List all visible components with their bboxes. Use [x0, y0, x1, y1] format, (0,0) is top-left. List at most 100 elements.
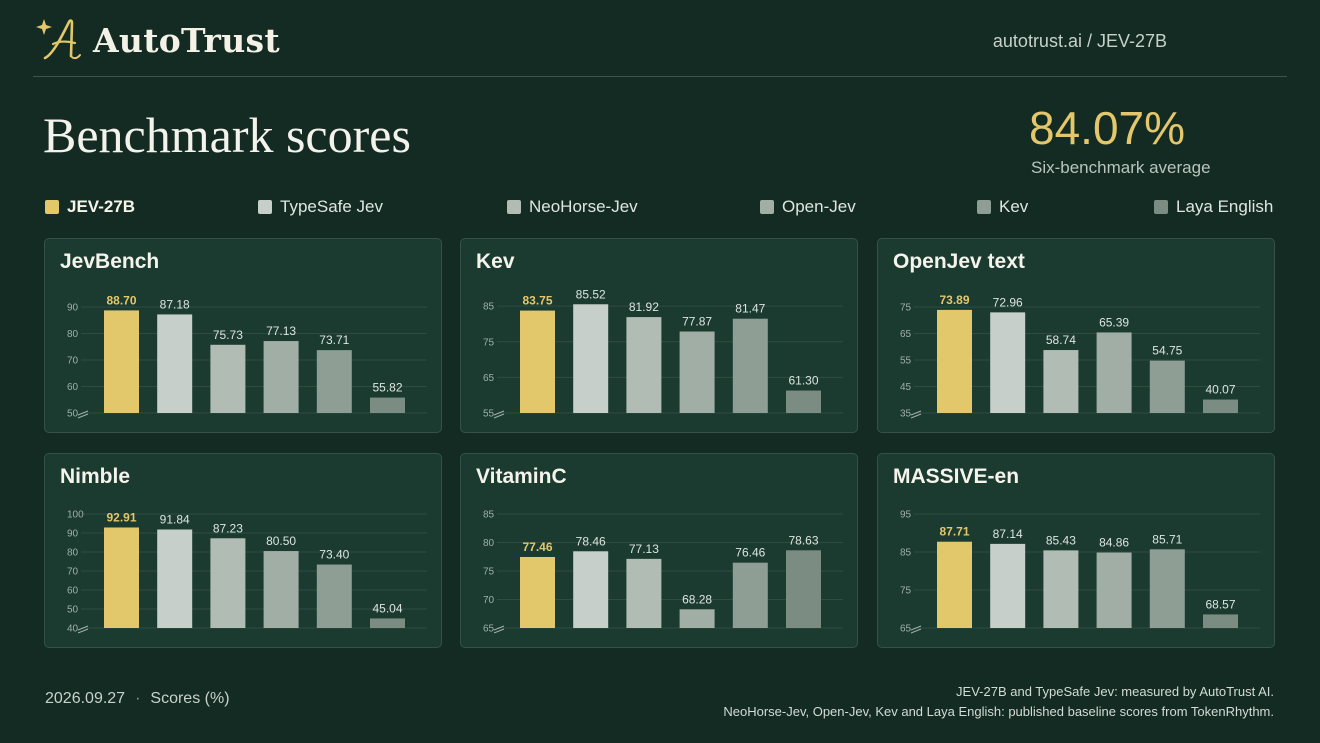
footer-note: JEV-27B and TypeSafe Jev: measured by Au… — [956, 684, 1274, 699]
data-label: 45.04 — [372, 601, 402, 615]
legend-item: TypeSafe Jev — [258, 197, 383, 217]
bar — [157, 529, 193, 628]
bar-chart: 40 50 60 70 80 90 100 92.91 91.84 87.23 80.50 73.40… — [67, 510, 427, 635]
legend-swatch — [507, 200, 521, 214]
kpi-label: Six-benchmark average — [1031, 158, 1211, 177]
bar — [626, 317, 662, 413]
axis-break-mark — [910, 625, 922, 634]
data-label: 92.91 — [106, 510, 136, 524]
bar — [210, 538, 246, 628]
data-label: 77.13 — [629, 542, 659, 556]
legend-label: NeoHorse-Jev — [529, 197, 638, 216]
y-tick-label: 60 — [67, 586, 79, 597]
y-tick-label: 90 — [67, 529, 79, 540]
bar — [316, 350, 352, 413]
footer-date: 2026.09.27 — [45, 690, 126, 707]
y-tick-label: 70 — [483, 595, 495, 606]
axis-break-mark — [77, 410, 89, 419]
data-label: 73.40 — [319, 548, 349, 562]
y-tick-label: 85 — [900, 548, 912, 559]
y-tick-label: 65 — [900, 624, 912, 635]
bar — [1203, 399, 1238, 413]
page-title: Benchmark scores — [43, 107, 411, 163]
bar — [732, 318, 768, 413]
footer-note: NeoHorse-Jev, Open-Jev, Kev and Laya Eng… — [723, 704, 1274, 719]
brand-name: AutoTrust — [93, 21, 280, 60]
legend-label: Kev — [999, 197, 1029, 216]
bar — [786, 550, 821, 628]
breadcrumb[interactable]: autotrust.ai / JEV-27B — [992, 31, 1167, 51]
y-tick-label: 65 — [483, 624, 495, 635]
bar — [786, 390, 821, 413]
bar — [263, 341, 299, 413]
logo[interactable]: AutoTrust — [35, 14, 280, 67]
data-label: 77.87 — [682, 315, 712, 329]
y-tick-label: 50 — [67, 605, 79, 616]
legend-label: TypeSafe Jev — [280, 197, 384, 216]
bar — [1043, 550, 1079, 628]
data-label: 87.23 — [213, 521, 243, 535]
y-tick-label: 70 — [67, 567, 79, 578]
axis-break-mark — [493, 625, 505, 634]
bar — [937, 541, 972, 628]
chart-title: JevBench — [60, 250, 160, 273]
legend-item: JEV-27B — [45, 197, 135, 217]
data-label: 83.75 — [522, 294, 552, 308]
bar — [1043, 350, 1079, 413]
bar-chart: 65 70 75 80 85 77.46 78.46 77.13 68.28 76.46 78.63 — [483, 510, 843, 635]
data-label: 77.46 — [522, 540, 552, 554]
data-label: 68.28 — [682, 592, 712, 606]
bar — [732, 562, 768, 628]
bar-chart: 55 65 75 85 83.75 85.52 81.92 77.87 81.47 61.30 — [483, 287, 843, 420]
legend-swatch — [45, 200, 59, 214]
chart-panel-nimble: Nimble 40 50 60 70 80 90 100 92.91 91.84 87.23 80.… — [44, 453, 442, 648]
bar-chart: 65 75 85 95 87.71 87.14 85.43 84.86 85.71 68.57 — [900, 510, 1260, 635]
bar — [1096, 332, 1132, 413]
legend-item: Kev — [977, 197, 1028, 217]
legend-swatch — [760, 200, 774, 214]
legend-label: Open-Jev — [782, 197, 856, 216]
footer-separator: · — [135, 690, 141, 707]
y-tick-label: 95 — [900, 510, 912, 521]
y-tick-label: 75 — [900, 586, 912, 597]
y-tick-label: 80 — [67, 548, 79, 559]
legend-label: Laya English — [1176, 197, 1274, 216]
data-label: 81.47 — [735, 302, 765, 316]
data-label: 91.84 — [160, 513, 190, 527]
data-label: 80.50 — [266, 534, 296, 548]
y-tick-label: 50 — [67, 409, 79, 420]
data-label: 40.07 — [1205, 383, 1235, 397]
bar — [573, 551, 609, 628]
data-label: 81.92 — [629, 300, 659, 314]
data-label: 61.30 — [788, 374, 818, 388]
bar — [370, 618, 405, 628]
bar — [1149, 549, 1185, 628]
y-tick-label: 85 — [483, 510, 495, 521]
header: AutoTrust autotrust.ai / JEV-27B — [33, 0, 1287, 77]
chart-title: Nimble — [60, 465, 131, 488]
data-label: 87.18 — [160, 297, 190, 311]
data-label: 68.57 — [1205, 597, 1235, 611]
bar — [520, 556, 555, 628]
axis-break-mark — [77, 625, 89, 634]
data-label: 85.71 — [1152, 532, 1182, 546]
bar — [679, 331, 715, 413]
data-label: 54.75 — [1152, 344, 1182, 358]
bar — [210, 344, 246, 413]
bar — [1203, 614, 1238, 628]
data-label: 75.73 — [213, 328, 243, 342]
data-label: 73.89 — [939, 293, 969, 307]
legend-swatch — [977, 200, 991, 214]
bar — [370, 397, 405, 413]
data-label: 77.13 — [266, 324, 296, 338]
y-tick-label: 85 — [483, 302, 495, 313]
footer-meta: 2026.09.27 · Scores (%) — [45, 690, 230, 708]
data-label: 78.46 — [576, 534, 606, 548]
data-label: 72.96 — [993, 295, 1023, 309]
data-label: 87.71 — [939, 525, 969, 539]
chart-title: VitaminC — [476, 465, 567, 488]
legend-swatch — [1154, 200, 1168, 214]
axis-break-mark — [910, 410, 922, 419]
data-label: 55.82 — [372, 381, 402, 395]
y-tick-label: 75 — [900, 302, 912, 313]
